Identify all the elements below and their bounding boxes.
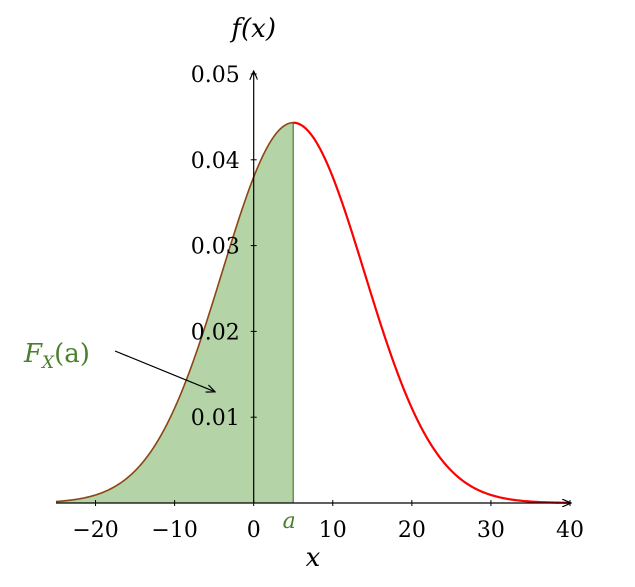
pdf-curve: [293, 121, 571, 504]
x-tick-group: −20 −10 0 10 20 30 40: [72, 500, 584, 543]
shaded-cdf-area: [56, 122, 294, 504]
cdf-annotation-label: FX(a): [23, 339, 90, 373]
cdf-annotation-arg: (a): [54, 339, 90, 369]
x-tick-label: 20: [398, 518, 426, 543]
y-axis-label: f(x): [229, 14, 276, 44]
cdf-annotation-arrow: [114, 350, 214, 391]
x-tick-label: −10: [151, 518, 197, 543]
a-marker-label: a: [283, 509, 296, 534]
y-tick-label: 0.01: [191, 406, 240, 431]
x-tick-label: 0: [247, 518, 261, 543]
x-tick-label: 30: [477, 518, 505, 543]
y-tick-label: 0.05: [191, 63, 240, 88]
cdf-annotation-main: F: [23, 339, 43, 369]
y-tick-label: 0.03: [191, 235, 240, 260]
x-tick-label: −20: [72, 518, 118, 543]
cdf-annotation-subscript: X: [40, 353, 55, 373]
y-tick-label: 0.02: [191, 320, 240, 345]
x-axis-label: x: [306, 543, 321, 573]
y-tick-label: 0.04: [191, 149, 240, 174]
x-tick-label: 40: [556, 518, 584, 543]
y-tick-group: 0.01 0.02 0.03 0.04 0.05: [191, 63, 257, 431]
x-tick-label: 10: [319, 518, 347, 543]
